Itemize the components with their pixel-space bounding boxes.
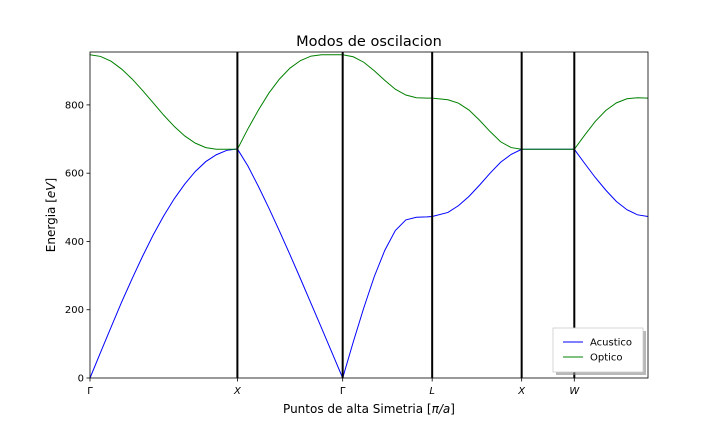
plot-area: 0 200 400 600 800 Γ X Γ L X W Acustico Optico [65, 51, 649, 397]
y-tick-label: 600 [65, 169, 84, 180]
x-tick-label: Γ [340, 386, 346, 397]
y-tick-label: 800 [65, 100, 84, 111]
plot-frame [89, 51, 649, 379]
y-tick-label: 200 [65, 305, 84, 316]
y-axis-title: Energia [eV] [44, 178, 58, 252]
chart-title: Modos de oscilacion [296, 34, 442, 50]
series-line-optico [89, 54, 649, 150]
y-tick-label: 400 [65, 237, 84, 248]
series-line-acustico [89, 148, 649, 380]
x-axis-title: Puntos de alta Simetria [π/a] [283, 402, 455, 416]
legend-label-acustico: Acustico [590, 338, 632, 349]
y-tick-label: 0 [78, 374, 84, 385]
x-tick-label: X [233, 386, 242, 397]
x-tick-label: L [429, 386, 435, 397]
legend-box [552, 327, 644, 373]
x-tick-label: Γ [87, 386, 93, 397]
x-tick-label: W [569, 386, 580, 397]
x-tick-label: X [517, 386, 526, 397]
legend-label-optico: Optico [590, 353, 623, 364]
